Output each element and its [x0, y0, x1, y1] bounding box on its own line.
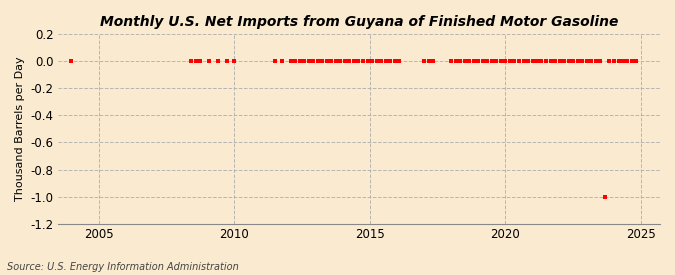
Text: Source: U.S. Energy Information Administration: Source: U.S. Energy Information Administ… [7, 262, 238, 272]
Title: Monthly U.S. Net Imports from Guyana of Finished Motor Gasoline: Monthly U.S. Net Imports from Guyana of … [100, 15, 618, 29]
Y-axis label: Thousand Barrels per Day: Thousand Barrels per Day [15, 57, 25, 201]
